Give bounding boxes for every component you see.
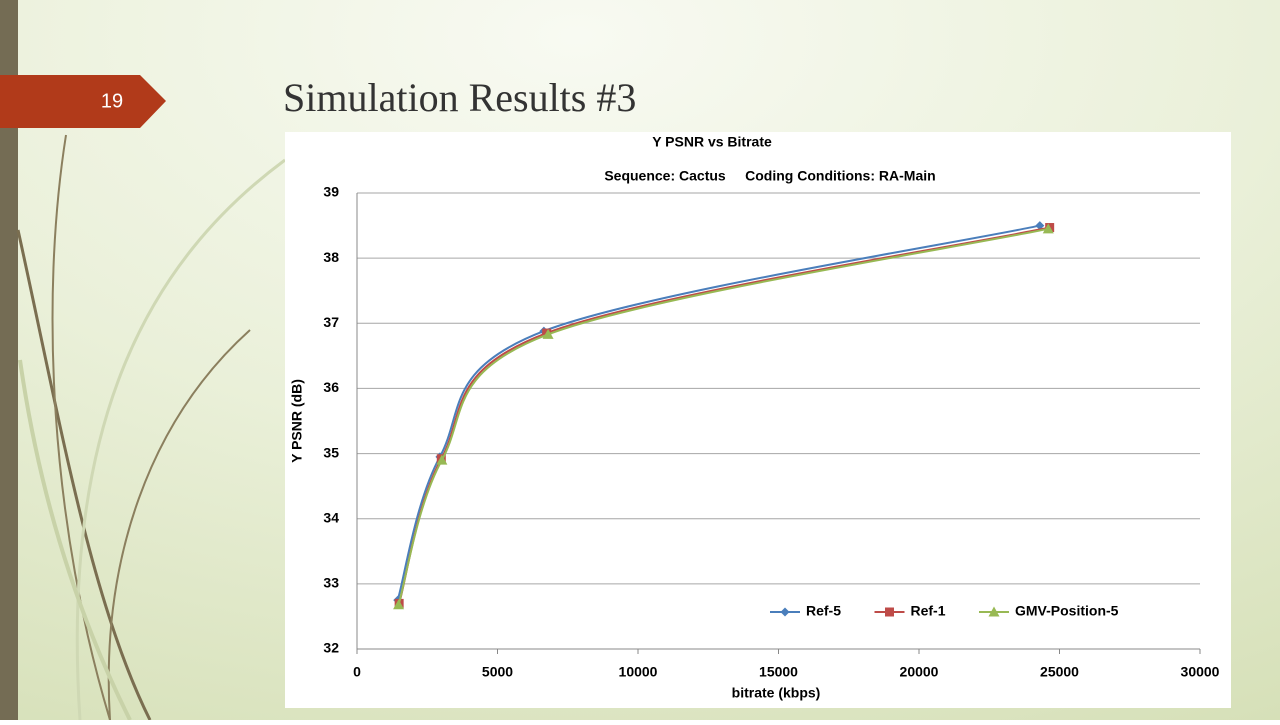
side-bar xyxy=(0,0,18,720)
x-tick-label: 5000 xyxy=(482,664,513,680)
y-tick-label: 36 xyxy=(323,379,339,395)
x-axis-label: bitrate (kbps) xyxy=(732,685,821,701)
marker xyxy=(542,328,554,339)
legend-label: GMV-Position-5 xyxy=(1015,603,1119,619)
x-tick-label: 20000 xyxy=(900,664,939,680)
slide-number: 19 xyxy=(101,90,123,112)
marker xyxy=(1042,223,1054,234)
marker xyxy=(393,599,405,610)
y-tick-label: 34 xyxy=(323,509,339,525)
y-tick-label: 35 xyxy=(323,444,339,460)
marker xyxy=(436,454,448,465)
chart-title: Y PSNR vs Bitrate xyxy=(652,134,772,150)
series-line xyxy=(396,224,1041,601)
x-tick-label: 15000 xyxy=(759,664,798,680)
x-tick-label: 10000 xyxy=(619,664,658,680)
legend-label: Ref-1 xyxy=(911,603,946,619)
chart-subtitle: Sequence: Cactus Coding Conditions: RA-M… xyxy=(604,168,935,184)
legend-marker xyxy=(988,606,1000,617)
y-axis-label: Y PSNR (dB) xyxy=(289,379,305,463)
x-tick-label: 30000 xyxy=(1181,664,1220,680)
y-tick-label: 32 xyxy=(323,640,339,656)
decor-curves xyxy=(16,134,286,721)
chart-area xyxy=(285,132,1231,708)
legend-marker xyxy=(780,607,790,617)
y-tick-label: 39 xyxy=(323,184,339,200)
y-tick-label: 33 xyxy=(323,575,339,591)
marker xyxy=(1035,221,1045,231)
legend-marker xyxy=(885,607,894,617)
series-line xyxy=(397,227,1049,605)
y-tick-label: 37 xyxy=(323,314,339,330)
x-tick-label: 0 xyxy=(353,664,361,680)
y-tick-label: 38 xyxy=(323,249,339,265)
slide-number-tab xyxy=(0,75,166,128)
legend-label: Ref-5 xyxy=(806,603,841,619)
slide-title: Simulation Results #3 xyxy=(283,75,636,120)
x-tick-label: 25000 xyxy=(1040,664,1079,680)
